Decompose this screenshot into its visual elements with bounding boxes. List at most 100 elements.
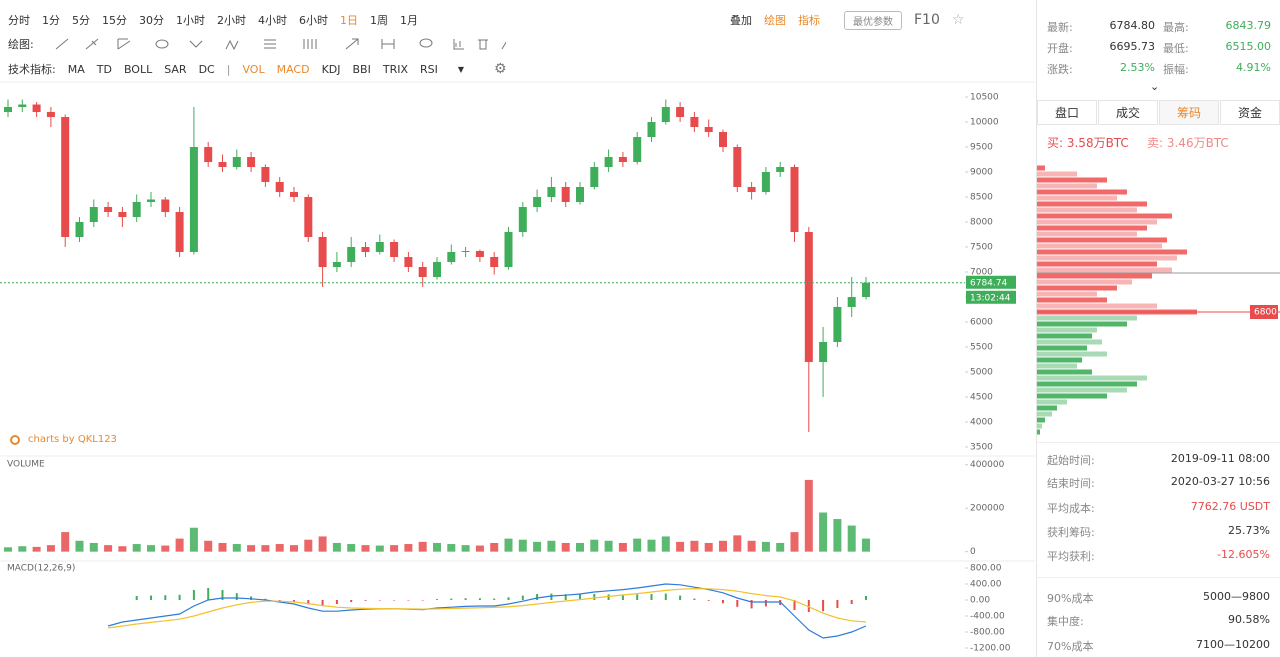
volume-bar (761, 541, 770, 552)
divider (1037, 577, 1280, 578)
quote-value: 6695.73 (1109, 40, 1156, 53)
candle-body (475, 251, 484, 257)
sub-indicator[interactable]: MACD (276, 62, 310, 76)
period[interactable]: 2小时 (217, 14, 246, 27)
y-tick-label: 7500 (970, 243, 993, 253)
period[interactable]: 1分 (42, 14, 60, 27)
chip-bar (1037, 243, 1162, 249)
sub-indicator[interactable]: VOL (242, 62, 265, 76)
macd-bar (564, 594, 567, 600)
volume-bar (104, 545, 113, 552)
candle-body (804, 232, 813, 362)
chip-bar (1037, 411, 1052, 417)
tool[interactable]: 叠加 (730, 14, 752, 27)
candle-body (46, 112, 55, 117)
macd-bar (707, 600, 710, 601)
chip-bar (1037, 399, 1067, 405)
label: 技术指标: (8, 63, 56, 76)
y-tick-label: 5500 (970, 343, 993, 353)
candle-body (547, 187, 556, 197)
candle-body (218, 162, 227, 167)
period[interactable]: 30分 (139, 14, 164, 27)
info-value: 5000—9800 (1203, 590, 1270, 603)
chip-bar (1037, 303, 1157, 309)
volume-bar (590, 539, 599, 552)
settings-icon[interactable]: ⚙ (494, 61, 507, 77)
period[interactable]: 5分 (72, 14, 90, 27)
period[interactable]: 6小时 (299, 14, 328, 27)
period[interactable]: 1小时 (176, 14, 205, 27)
macd-bar (207, 588, 210, 600)
tool[interactable]: 绘图 (764, 14, 786, 27)
candle-body (504, 232, 513, 267)
draw-bar: 绘图: (8, 36, 506, 52)
macd-bar (150, 595, 152, 600)
chip-bar (1037, 285, 1117, 291)
y-tick-label: 3500 (970, 443, 993, 453)
panel-title: MACD(12,26,9) (7, 564, 75, 574)
candle-body (247, 157, 256, 167)
button[interactable]: 最优参数 (844, 10, 902, 30)
candle-body (618, 157, 627, 162)
tool[interactable]: 指标 (798, 14, 820, 27)
divider (1037, 442, 1280, 443)
chip-bar (1037, 231, 1137, 237)
chip-bar (1037, 417, 1045, 423)
volume-bar (447, 544, 456, 552)
volume-bar (189, 527, 198, 552)
indicator[interactable]: BOLL (123, 62, 153, 76)
volume-bar (533, 541, 542, 552)
indicator[interactable]: TD (96, 62, 112, 76)
sub-indicator[interactable]: KDJ (321, 62, 341, 76)
expand-icon[interactable]: ⌄ (1150, 80, 1160, 93)
indicator[interactable]: SAR (164, 62, 187, 76)
period[interactable]: 1月 (400, 14, 418, 27)
y-tick-label: 4000 (970, 418, 993, 428)
candle-body (332, 262, 341, 267)
volume-bar (661, 536, 670, 552)
volume-bar (433, 542, 441, 552)
macd-bar (450, 598, 453, 600)
candle-body (862, 282, 870, 297)
sub-indicator[interactable]: RSI (420, 62, 438, 76)
volume-bar (618, 542, 627, 552)
volume-bar (475, 545, 484, 552)
period[interactable]: 1日 (340, 14, 358, 27)
macd-bar (278, 600, 281, 601)
sub-indicator[interactable]: BBI (352, 62, 371, 76)
macd-bar (550, 593, 553, 600)
indicator[interactable]: MA (67, 62, 85, 76)
star-icon[interactable]: ☆ (951, 12, 965, 28)
tab[interactable]: 成交 (1098, 100, 1158, 125)
indicator[interactable]: DC (198, 62, 215, 76)
period-bar: 分时 1分 5分 15分 30分 1小时 2小时 4小时 6小时 1日 1周 1月 (8, 12, 430, 28)
candle-body (361, 247, 370, 252)
period[interactable]: 15分 (102, 14, 127, 27)
period[interactable]: 分时 (8, 14, 30, 27)
macd-bar (664, 593, 667, 600)
sub-indicator[interactable]: TRIX (382, 62, 408, 76)
quote-value: 2.53% (1120, 61, 1155, 74)
volume-bar (490, 542, 499, 552)
chip-bar (1037, 195, 1117, 201)
volume-bar (576, 542, 584, 552)
dropdown-icon[interactable]: ▼ (457, 64, 465, 74)
macd-bar (421, 600, 424, 601)
candle-body (304, 197, 313, 237)
f10[interactable]: F10 (914, 12, 940, 28)
chip-bar (1037, 237, 1167, 243)
tab[interactable]: 资金 (1220, 100, 1280, 125)
info-label: 结束时间: (1047, 477, 1095, 490)
chip-bar (1037, 369, 1092, 375)
tab[interactable]: 筹码 (1159, 100, 1219, 125)
y-tick-label: 8500 (970, 193, 993, 203)
chip-bar (1037, 363, 1077, 369)
period[interactable]: 4小时 (258, 14, 287, 27)
candle-body (275, 182, 284, 192)
candle-body (776, 167, 785, 172)
chart-area: 3500400045005000550060006500700075008000… (0, 81, 1035, 654)
tab[interactable]: 盘口 (1037, 100, 1097, 125)
period[interactable]: 1周 (370, 14, 388, 27)
candle-body (647, 122, 656, 137)
info-value: 7100—10200 (1196, 638, 1270, 651)
